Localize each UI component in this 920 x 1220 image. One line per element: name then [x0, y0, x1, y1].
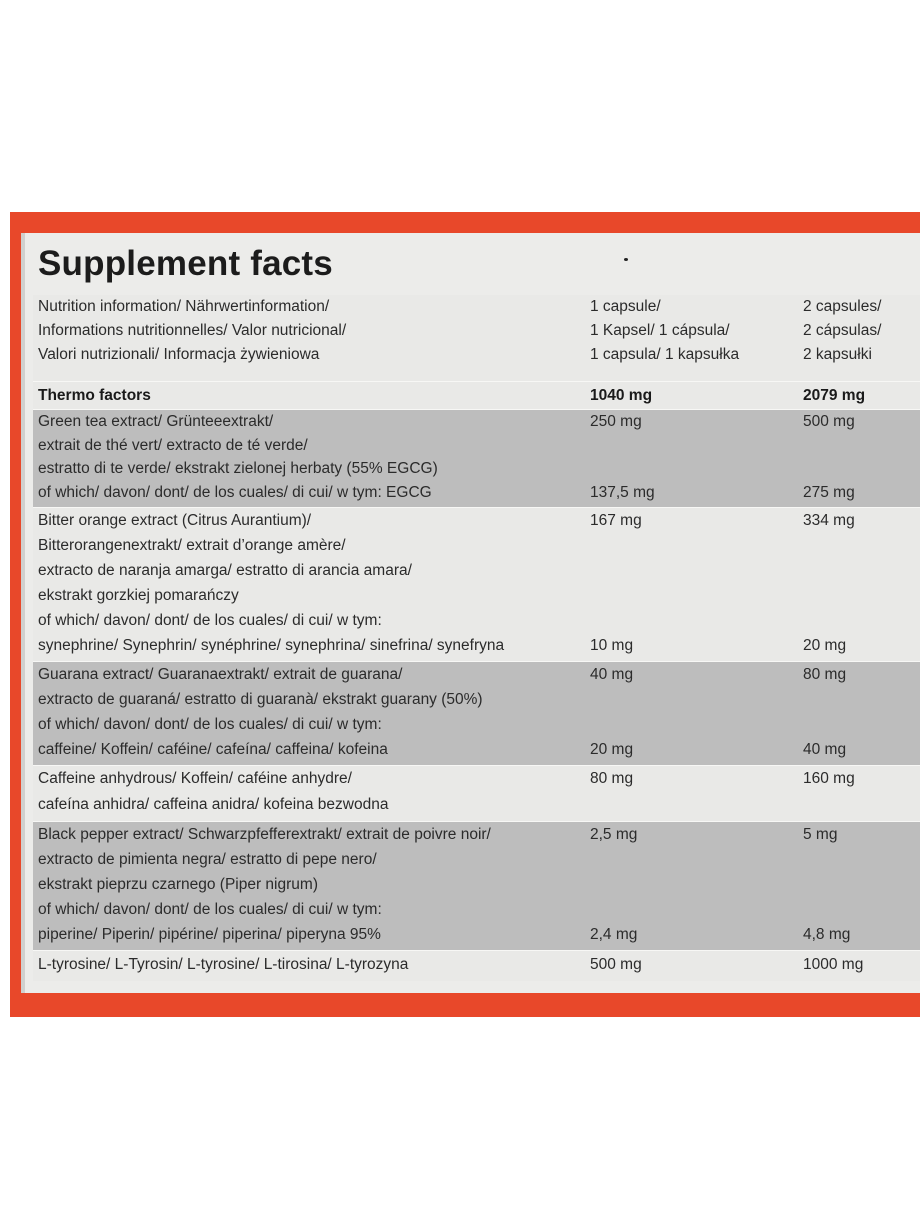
supplement-facts-table: Nutrition information/ Nährwertinformati… — [33, 295, 920, 981]
ingredient-row: Caffeine anhydrous/ Koffein/ caféine anh… — [33, 765, 920, 821]
amount-one-capsule: 250 mg — [590, 413, 642, 430]
ingredient-row: Guarana extract/ Guaranaextrakt/ extrait… — [33, 661, 920, 765]
ingredient-label: extracto de naranja amarga/ estratto di … — [38, 562, 412, 579]
table-line: extracto de guaraná/ estratto di guaranà… — [33, 687, 920, 712]
amount-two-capsules: 500 mg — [803, 413, 855, 430]
thermo-factors-two: 2079 mg — [803, 387, 866, 404]
ingredient-label: of which/ davon/ dont/ de los cuales/ di… — [38, 483, 432, 501]
table-line: estratto di te verde/ ekstrakt zielonej … — [33, 457, 920, 481]
amount-one-capsule: 167 mg — [590, 512, 642, 529]
table-line: Caffeine anhydrous/ Koffein/ caféine anh… — [33, 766, 920, 792]
table-line: Informations nutritionnelles/ Valor nutr… — [33, 319, 920, 343]
ingredient-label: Bitterorangenextrakt/ extrait d’orange a… — [38, 537, 346, 554]
amount-two-capsules: 5 mg — [803, 826, 838, 843]
table-line: extracto de pimienta negra/ estratto di … — [33, 847, 920, 872]
header-one-capsule: 1 Kapsel/ 1 cápsula/ — [590, 322, 730, 339]
table-line: Green tea extract/ Grünteeextrakt/250 mg… — [33, 410, 920, 434]
ingredient-label: ekstrakt gorzkiej pomarańczy — [38, 587, 239, 604]
table-line: Bitter orange extract (Citrus Aurantium)… — [33, 508, 920, 533]
table-line: of which/ davon/ dont/ de los cuales/ di… — [33, 608, 920, 633]
header-two-capsules: 2 cápsulas/ — [803, 322, 882, 339]
amount-two-capsules: 80 mg — [803, 666, 847, 683]
table-line: ekstrakt gorzkiej pomarańczy — [33, 583, 920, 608]
ingredient-label: caffeine/ Koffein/ caféine/ cafeína/ caf… — [38, 741, 388, 758]
ingredient-label: piperine/ Piperin/ pipérine/ piperina/ p… — [38, 926, 381, 943]
ingredient-label: extracto de guaraná/ estratto di guaranà… — [38, 691, 483, 708]
ingredient-label: L-tyrosine/ L-Tyrosin/ L-tyrosine/ L-tir… — [38, 956, 409, 973]
table-line: ekstrakt pieprzu czarnego (Piper nigrum) — [33, 872, 920, 897]
amount-one-capsule: 137,5 mg — [590, 483, 655, 501]
table-line: synephrine/ Synephrin/ synéphrine/ synep… — [33, 633, 920, 658]
table-line: of which/ davon/ dont/ de los cuales/ di… — [33, 712, 920, 737]
ingredient-row: Black pepper extract/ Schwarzpfefferextr… — [33, 821, 920, 950]
ingredient-label: Green tea extract/ Grünteeextrakt/ — [38, 413, 274, 430]
ingredient-label: Bitter orange extract (Citrus Aurantium)… — [38, 512, 312, 529]
ingredient-label: of which/ davon/ dont/ de los cuales/ di… — [38, 612, 382, 629]
amount-two-capsules: 160 mg — [803, 770, 855, 787]
amount-two-capsules: 1000 mg — [803, 956, 864, 973]
amount-two-capsules: 20 mg — [803, 637, 847, 654]
table-line: extracto de naranja amarga/ estratto di … — [33, 558, 920, 583]
thermo-factors-row: Thermo factors 1040 mg 2079 mg — [33, 381, 920, 409]
amount-one-capsule: 500 mg — [590, 956, 642, 973]
table-line: Thermo factors 1040 mg 2079 mg — [33, 382, 920, 409]
amount-two-capsules: 275 mg — [803, 483, 855, 501]
amount-two-capsules: 4,8 mg — [803, 926, 851, 943]
ingredient-label: Black pepper extract/ Schwarzpfefferextr… — [38, 826, 491, 843]
table-line: Bitterorangenextrakt/ extrait d’orange a… — [33, 533, 920, 558]
ingredient-label: of which/ davon/ dont/ de los cuales/ di… — [38, 901, 382, 918]
header-one-capsule: 1 capsule/ — [590, 298, 661, 315]
table-line: Black pepper extract/ Schwarzpfefferextr… — [33, 822, 920, 847]
ingredient-label: extrait de thé vert/ extracto de té verd… — [38, 436, 308, 454]
amount-one-capsule: 10 mg — [590, 637, 634, 654]
thermo-factors-one: 1040 mg — [590, 387, 653, 404]
amount-one-capsule: 2,5 mg — [590, 826, 638, 843]
header-label: Nutrition information/ Nährwertinformati… — [38, 298, 330, 315]
print-speck — [624, 258, 628, 261]
table-line: Nutrition information/ Nährwertinformati… — [33, 295, 920, 319]
header-label: Informations nutritionnelles/ Valor nutr… — [38, 322, 347, 339]
header-label: Valori nutrizionali/ Informacja żywienio… — [38, 346, 320, 363]
table-line: Valori nutrizionali/ Informacja żywienio… — [33, 343, 920, 367]
amount-one-capsule: 20 mg — [590, 741, 634, 758]
header-two-capsules: 2 capsules/ — [803, 298, 882, 315]
amount-two-capsules: 334 mg — [803, 512, 855, 529]
ingredient-row: L-tyrosine/ L-Tyrosin/ L-tyrosine/ L-tir… — [33, 950, 920, 981]
supplement-facts-title: Supplement facts — [38, 244, 333, 283]
table-line: L-tyrosine/ L-Tyrosin/ L-tyrosine/ L-tir… — [33, 951, 920, 978]
amount-one-capsule: 40 mg — [590, 666, 634, 683]
ingredient-label: Caffeine anhydrous/ Koffein/ caféine anh… — [38, 770, 352, 787]
ingredient-row: Bitter orange extract (Citrus Aurantium)… — [33, 507, 920, 661]
ingredient-row: Green tea extract/ Grünteeextrakt/250 mg… — [33, 409, 920, 507]
ingredient-label: extracto de pimienta negra/ estratto di … — [38, 851, 377, 868]
table-line: cafeína anhidra/ caffeina anidra/ kofein… — [33, 792, 920, 818]
ingredient-label: Guarana extract/ Guaranaextrakt/ extrait… — [38, 666, 403, 683]
table-line: Guarana extract/ Guaranaextrakt/ extrait… — [33, 662, 920, 687]
thermo-factors-label: Thermo factors — [38, 387, 151, 404]
header-two-capsules: 2 kapsułki — [803, 346, 872, 363]
header-one-capsule: 1 capsula/ 1 kapsułka — [590, 346, 740, 363]
table-line: extrait de thé vert/ extracto de té verd… — [33, 434, 920, 458]
amount-one-capsule: 2,4 mg — [590, 926, 638, 943]
ingredient-label: cafeína anhidra/ caffeina anidra/ kofein… — [38, 796, 389, 813]
table-line: of which/ davon/ dont/ de los cuales/ di… — [33, 897, 920, 922]
table-line: caffeine/ Koffein/ caféine/ cafeína/ caf… — [33, 737, 920, 762]
ingredient-label: estratto di te verde/ ekstrakt zielonej … — [38, 460, 438, 477]
table-line: of which/ davon/ dont/ de los cuales/ di… — [33, 481, 920, 505]
ingredient-label: of which/ davon/ dont/ de los cuales/ di… — [38, 716, 382, 733]
amount-one-capsule: 80 mg — [590, 770, 634, 787]
ingredient-label: ekstrakt pieprzu czarnego (Piper nigrum) — [38, 876, 318, 893]
ingredient-rows: Green tea extract/ Grünteeextrakt/250 mg… — [33, 409, 920, 981]
nutrition-info-header: Nutrition information/ Nährwertinformati… — [33, 295, 920, 381]
ingredient-label: synephrine/ Synephrin/ synéphrine/ synep… — [38, 637, 505, 654]
amount-two-capsules: 40 mg — [803, 741, 847, 758]
table-line: piperine/ Piperin/ pipérine/ piperina/ p… — [33, 922, 920, 947]
